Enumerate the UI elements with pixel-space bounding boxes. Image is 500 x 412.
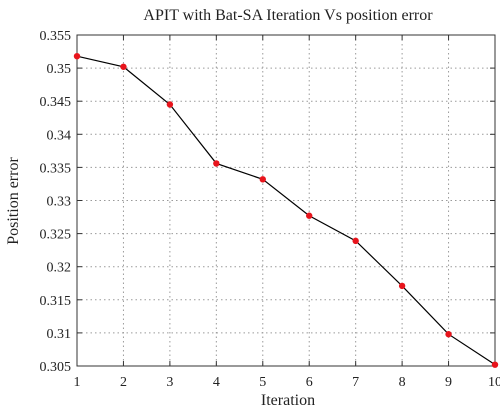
plot-area-frame bbox=[76, 34, 496, 367]
data-point bbox=[398, 282, 406, 290]
data-point bbox=[306, 212, 313, 219]
x-tick-label: 9 bbox=[445, 375, 452, 390]
y-tick-label: 0.32 bbox=[47, 261, 72, 276]
ticks: 1 2 3 4 5 6 7 8 9 10 0.305 0.31 0.315 0.32 0.325 0.33 0.… bbox=[40, 29, 500, 390]
x-tick-label: 3 bbox=[166, 375, 173, 390]
x-tick-label: 5 bbox=[259, 375, 266, 390]
chart-title: APIT with Bat-SA Iteration Vs position e… bbox=[143, 7, 433, 24]
x-tick-label: 6 bbox=[306, 375, 313, 390]
y-tick-label: 0.315 bbox=[40, 294, 72, 309]
y-tick-label: 0.31 bbox=[47, 327, 72, 342]
data-point bbox=[73, 52, 81, 60]
data-point bbox=[166, 101, 174, 108]
x-tick-label: 2 bbox=[120, 375, 127, 390]
y-tick-label: 0.345 bbox=[40, 95, 72, 110]
x-tick-label: 7 bbox=[352, 375, 359, 390]
series-line bbox=[73, 52, 499, 368]
y-tick-label: 0.355 bbox=[40, 29, 72, 44]
y-tick-label: 0.33 bbox=[47, 195, 72, 210]
y-tick-label: 0.335 bbox=[40, 161, 72, 176]
x-tick-label: 4 bbox=[213, 375, 220, 390]
y-axis-title: Position error bbox=[5, 157, 22, 245]
data-point bbox=[445, 331, 452, 338]
data-point bbox=[213, 160, 220, 167]
y-tick-label: 0.34 bbox=[47, 128, 72, 143]
y-tick-label: 0.305 bbox=[40, 360, 72, 375]
x-tick-label: 10 bbox=[488, 375, 500, 390]
data-point bbox=[120, 63, 127, 70]
data-point bbox=[491, 361, 499, 368]
grid bbox=[77, 35, 495, 366]
x-tick-label: 1 bbox=[74, 375, 81, 390]
x-tick-label: 8 bbox=[399, 375, 406, 390]
x-axis-title: Iteration bbox=[261, 392, 315, 409]
data-point bbox=[259, 176, 266, 183]
series-polyline bbox=[76, 55, 496, 366]
data-point bbox=[352, 237, 359, 245]
y-tick-label: 0.35 bbox=[47, 62, 72, 77]
y-tick-label: 0.325 bbox=[40, 228, 72, 243]
